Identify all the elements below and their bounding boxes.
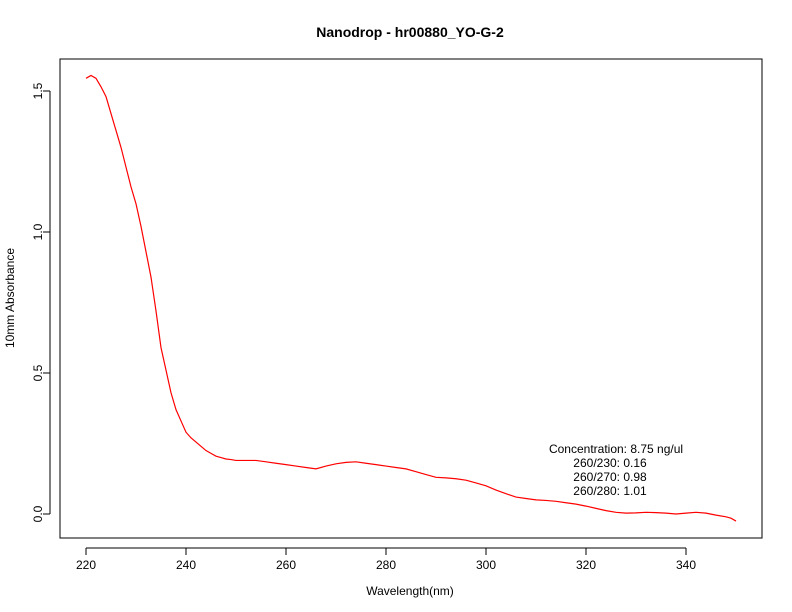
stats-annotation: Concentration: 8.75 ng/ul 260/230: 0.16 … — [549, 442, 683, 498]
y-axis-label: 10mm Absorbance — [3, 248, 17, 348]
y-axis: 0.0 0.5 1.0 1.5 — [31, 82, 51, 522]
ratio-260-270-text: 260/270: 0.98 — [573, 470, 647, 484]
x-tick-label: 220 — [76, 558, 96, 572]
plot-frame — [59, 58, 763, 539]
y-tick-label: 1.5 — [31, 82, 45, 99]
x-tick-label: 300 — [476, 558, 496, 572]
y-tick-label: 0.5 — [31, 364, 45, 381]
y-tick-label: 1.0 — [31, 223, 45, 240]
x-axis: 220 240 260 280 300 320 340 — [76, 547, 696, 572]
y-tick-label: 0.0 — [31, 505, 45, 522]
x-tick-label: 280 — [376, 558, 396, 572]
x-tick-label: 260 — [276, 558, 296, 572]
absorbance-line — [85, 74, 737, 522]
x-tick-label: 240 — [176, 558, 196, 572]
x-tick-label: 320 — [576, 558, 596, 572]
ratio-260-280-text: 260/280: 1.01 — [573, 484, 647, 498]
x-tick-label: 340 — [676, 558, 696, 572]
concentration-text: Concentration: 8.75 ng/ul — [549, 442, 683, 456]
chart-title: Nanodrop - hr00880_YO-G-2 — [316, 24, 504, 40]
ratio-260-230-text: 260/230: 0.16 — [573, 456, 647, 470]
x-axis-label: Wavelength(nm) — [366, 584, 454, 598]
